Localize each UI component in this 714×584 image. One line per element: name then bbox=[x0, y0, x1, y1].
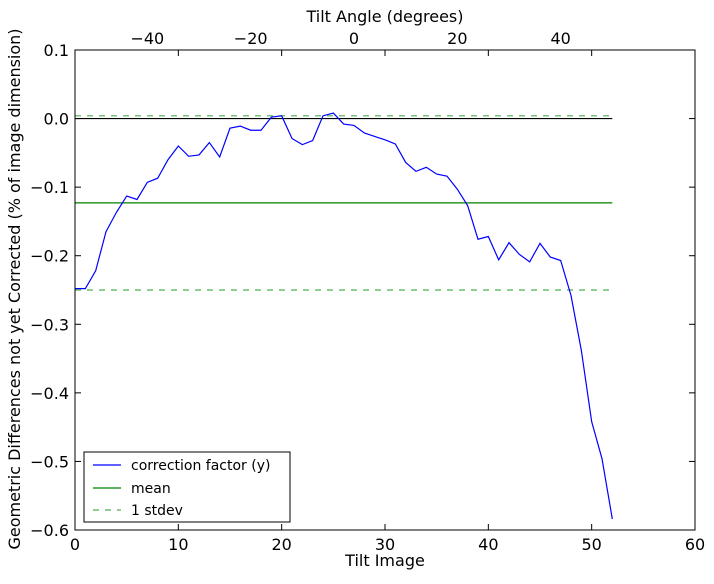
x-tick-label: 20 bbox=[271, 535, 291, 554]
y-tick-label: −0.4 bbox=[30, 384, 69, 403]
x-tick-label: 10 bbox=[168, 535, 188, 554]
x-axis-top: −40 −20 0 20 40 bbox=[130, 29, 570, 48]
series-line-correction-factor-y bbox=[75, 112, 613, 520]
top-x-tick-label: 40 bbox=[550, 29, 570, 48]
legend-label-stdev: 1 stdev bbox=[131, 503, 183, 519]
x-axis-label: Tilt Image bbox=[344, 551, 425, 570]
top-x-tick-label: −20 bbox=[234, 29, 268, 48]
x-tick-label: 0 bbox=[70, 535, 80, 554]
y-axis-label: Geometric Differences not yet Corrected … bbox=[5, 28, 24, 549]
legend-label-mean: mean bbox=[131, 481, 171, 497]
x-axis-bottom: 0 10 20 30 40 50 60 bbox=[70, 50, 705, 554]
top-x-tick-label: 0 bbox=[349, 29, 359, 48]
top-x-tick-label: 20 bbox=[447, 29, 467, 48]
top-x-tick-label: −40 bbox=[130, 29, 164, 48]
x-tick-label: 30 bbox=[375, 535, 395, 554]
y-axis-left: 0.1 0.0 −0.1 −0.2 −0.3 −0.4 −0.5 −0.6 bbox=[30, 41, 695, 540]
y-tick-label: −0.5 bbox=[30, 452, 69, 471]
plot-lines bbox=[75, 112, 613, 520]
x-tick-label: 50 bbox=[581, 535, 601, 554]
y-tick-label: −0.3 bbox=[30, 315, 69, 334]
x-tick-label: 40 bbox=[478, 535, 498, 554]
y-tick-label: 0.0 bbox=[44, 110, 69, 129]
y-tick-label: −0.1 bbox=[30, 178, 69, 197]
legend-label-correction: correction factor (y) bbox=[131, 458, 270, 474]
legend: correction factor (y) mean 1 stdev bbox=[83, 451, 291, 523]
y-tick-label: 0.1 bbox=[44, 41, 69, 60]
x-tick-label: 60 bbox=[685, 535, 705, 554]
top-x-axis-label: Tilt Angle (degrees) bbox=[305, 7, 463, 26]
y-tick-label: −0.2 bbox=[30, 247, 69, 266]
y-tick-label: −0.6 bbox=[30, 521, 69, 540]
